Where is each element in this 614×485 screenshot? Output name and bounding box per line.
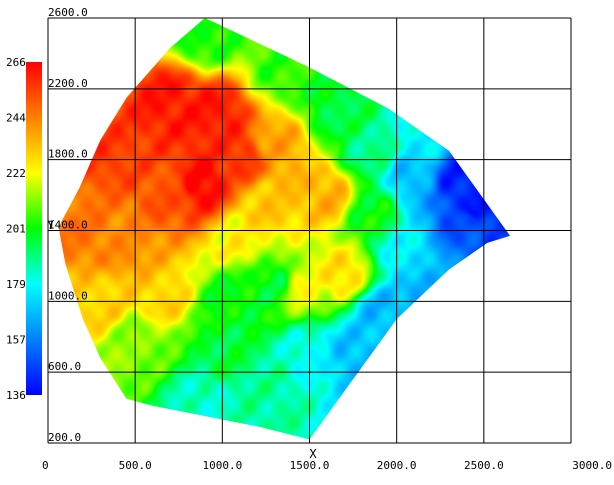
x-tick-label: 2000.0 [377,459,417,472]
x-axis-label: X [309,447,317,461]
y-axis-label: Y [47,218,55,232]
x-tick-label: 2500.0 [464,459,504,472]
colorbar-ramp [26,62,42,395]
colorbar-tick-label: 244 [6,112,26,125]
colorbar-tick-label: 179 [6,278,26,291]
y-tick-label: 200.0 [48,431,81,444]
x-tick-label: 1500.0 [290,459,330,472]
y-axis: 200.0 600.0 1000.0 1400.0 1800.0 2200.0 2600.0… [47,6,88,444]
colorbar: 266 244 222 201 179 157 136 [6,56,42,402]
x-tick-label: 3000.0 [572,459,612,472]
y-tick-labels: 200.0 600.0 1000.0 1400.0 1800.0 2200.0 2600.0 [48,6,88,444]
y-tick-label: 1000.0 [48,289,88,302]
grid-lines [47,17,572,444]
colorbar-tick-label: 266 [6,56,26,69]
y-tick-label: 1400.0 [48,219,88,232]
colorbar-tick-labels: 266 244 222 201 179 157 136 [6,56,26,402]
x-axis: 0 500.0 1000.0 1500.0 2000.0 2500.0 3000.0 X [42,447,612,472]
y-tick-label: 600.0 [48,360,81,373]
colorbar-tick-label: 157 [6,334,26,347]
x-tick-label: 500.0 [119,459,152,472]
y-tick-label: 2600.0 [48,6,88,19]
x-tick-labels: 0 500.0 1000.0 1500.0 2000.0 2500.0 3000.0 [42,459,612,472]
x-tick-label: 0 [42,459,49,472]
plot-area [47,17,572,444]
colorbar-tick-label: 201 [6,223,26,236]
colorbar-tick-label: 136 [6,389,26,402]
y-tick-label: 1800.0 [48,148,88,161]
colorbar-tick-label: 222 [6,167,26,180]
x-tick-label: 1000.0 [202,459,242,472]
y-tick-label: 2200.0 [48,77,88,90]
